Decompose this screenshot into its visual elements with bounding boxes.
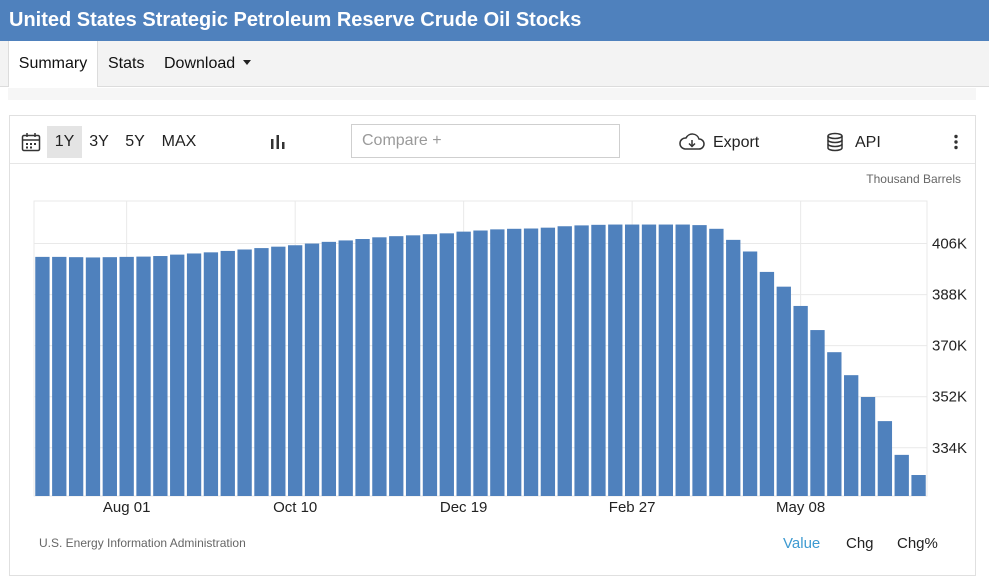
x-tick-label: Oct 10: [273, 499, 317, 516]
bar[interactable]: [894, 454, 909, 496]
tab-bar: Summary Stats Download: [0, 41, 989, 87]
bar[interactable]: [860, 397, 876, 496]
bar[interactable]: [203, 252, 219, 496]
cloud-download-icon[interactable]: [679, 133, 705, 151]
x-axis-ticks: Aug 01 Oct 10 Dec 19 Feb 27 May 08: [103, 499, 825, 516]
bar[interactable]: [119, 256, 134, 496]
y-tick-label: 370K: [932, 338, 967, 355]
bar[interactable]: [68, 257, 84, 496]
bar[interactable]: [810, 330, 825, 496]
bar[interactable]: [658, 224, 674, 496]
bar[interactable]: [136, 256, 151, 496]
bar[interactable]: [726, 239, 741, 496]
bar[interactable]: [776, 286, 791, 496]
bar[interactable]: [574, 225, 589, 496]
unit-label: Thousand Barrels: [866, 172, 961, 186]
source-label: U.S. Energy Information Administration: [39, 536, 246, 550]
page-title: United States Strategic Petroleum Reserv…: [9, 9, 582, 31]
tab-summary[interactable]: Summary: [8, 41, 98, 87]
x-tick-label: May 08: [776, 499, 825, 516]
bar[interactable]: [591, 224, 606, 497]
bar-chart: 406K 388K 370K 352K 334K Aug 01 Oct 10 Dec 19 F…: [33, 200, 967, 516]
more-vertical-icon[interactable]: [953, 134, 959, 150]
bar[interactable]: [624, 224, 640, 496]
y-axis-ticks: 406K 388K 370K 352K 334K: [932, 236, 967, 457]
bar[interactable]: [641, 224, 657, 496]
bar[interactable]: [287, 245, 303, 496]
bar[interactable]: [338, 240, 353, 496]
bar[interactable]: [304, 243, 320, 496]
bar[interactable]: [220, 250, 235, 496]
view-chg-pct-toggle[interactable]: Chg%: [897, 535, 938, 552]
x-tick-label: Feb 27: [609, 499, 656, 516]
bar[interactable]: [85, 257, 101, 496]
y-tick-label: 334K: [932, 440, 967, 457]
bar[interactable]: [759, 271, 775, 496]
bar[interactable]: [692, 225, 707, 496]
bar-chart-icon[interactable]: [269, 133, 287, 151]
bar[interactable]: [254, 248, 269, 496]
tab-download[interactable]: Download: [164, 41, 252, 87]
bar[interactable]: [153, 256, 168, 496]
bar[interactable]: [540, 227, 556, 496]
bar[interactable]: [35, 256, 50, 496]
bar[interactable]: [439, 233, 454, 496]
bar[interactable]: [608, 224, 623, 496]
range-3y-button[interactable]: 3Y: [89, 133, 109, 150]
y-tick-label: 388K: [932, 287, 967, 304]
tab-download-label: Download: [164, 55, 236, 72]
view-value-toggle[interactable]: Value: [783, 535, 821, 552]
bar[interactable]: [321, 241, 337, 496]
caret-down-icon: [243, 59, 252, 65]
bar[interactable]: [523, 228, 539, 497]
bar[interactable]: [52, 256, 67, 496]
bar[interactable]: [490, 229, 505, 496]
header-bar: United States Strategic Petroleum Reserv…: [0, 0, 989, 41]
view-chg-toggle[interactable]: Chg: [846, 535, 874, 552]
bar[interactable]: [742, 251, 758, 496]
bar[interactable]: [507, 228, 522, 496]
bar[interactable]: [456, 231, 471, 496]
export-button[interactable]: Export: [713, 134, 760, 151]
chart-card: 1Y 3Y 5Y MAX Export API Thousand Barrels: [9, 115, 976, 576]
bar[interactable]: [675, 224, 690, 496]
bar[interactable]: [827, 352, 842, 496]
x-tick-label: Dec 19: [440, 499, 488, 516]
x-tick-label: Aug 01: [103, 499, 151, 516]
bar[interactable]: [422, 234, 438, 496]
compare-input[interactable]: [351, 124, 620, 158]
api-button[interactable]: API: [855, 134, 881, 151]
bar[interactable]: [844, 375, 859, 496]
bar[interactable]: [355, 239, 370, 496]
bar[interactable]: [405, 235, 421, 496]
bar[interactable]: [877, 421, 893, 496]
bar[interactable]: [271, 246, 286, 496]
tab-stats[interactable]: Stats: [108, 55, 145, 72]
range-5y-button[interactable]: 5Y: [125, 133, 145, 150]
range-max-button[interactable]: MAX: [161, 133, 197, 150]
bar[interactable]: [709, 228, 724, 496]
bar[interactable]: [186, 253, 202, 496]
bar[interactable]: [473, 230, 488, 497]
chart-bars: [35, 224, 926, 497]
bar[interactable]: [389, 236, 404, 496]
y-tick-label: 406K: [932, 236, 967, 253]
bar[interactable]: [557, 226, 572, 497]
chart-toolbar: 1Y 3Y 5Y MAX Export API: [10, 116, 975, 164]
bar[interactable]: [911, 475, 926, 496]
bar[interactable]: [170, 254, 185, 496]
calendar-icon[interactable]: [21, 132, 41, 152]
bar[interactable]: [237, 249, 252, 496]
database-icon[interactable]: [826, 132, 844, 152]
range-1y-button[interactable]: 1Y: [47, 126, 82, 158]
y-tick-label: 352K: [932, 389, 967, 406]
spacer-strip: [8, 88, 976, 100]
bar[interactable]: [102, 257, 117, 496]
bar[interactable]: [793, 305, 808, 496]
bar[interactable]: [372, 237, 387, 497]
